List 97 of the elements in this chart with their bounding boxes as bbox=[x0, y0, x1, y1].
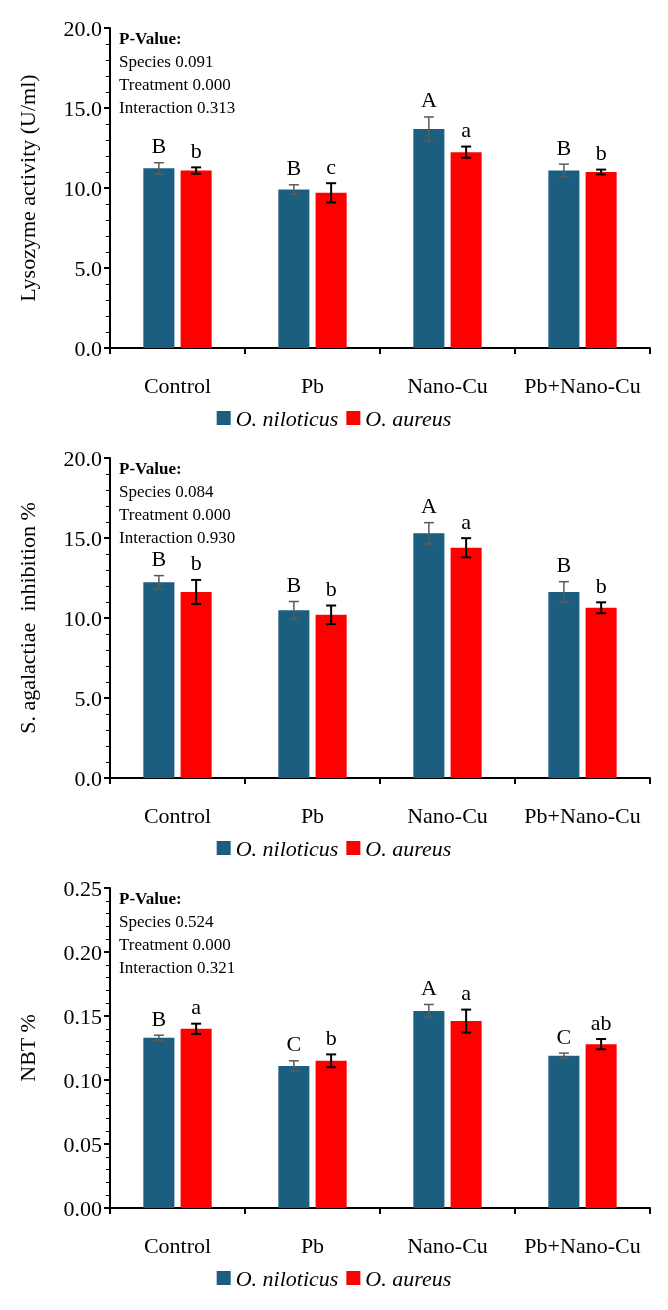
y-tick-label: 10.0 bbox=[63, 175, 102, 201]
data-label: B bbox=[556, 552, 572, 578]
annotation: Treatment 0.000 bbox=[119, 75, 231, 94]
bar bbox=[315, 192, 347, 348]
bar bbox=[413, 128, 445, 348]
data-label: B bbox=[151, 1005, 167, 1031]
bar bbox=[585, 607, 617, 778]
bar bbox=[180, 591, 212, 778]
annotation: Treatment 0.000 bbox=[119, 935, 231, 954]
x-tick-label: Pb+Nano-Cu bbox=[524, 1232, 641, 1258]
annotation: Treatment 0.000 bbox=[119, 505, 231, 524]
y-tick-label: 20.0 bbox=[63, 15, 102, 41]
y-tick-label: 5.0 bbox=[74, 685, 102, 711]
x-tick-label: Pb bbox=[300, 1232, 325, 1258]
x-tick-label: Nano-Cu bbox=[407, 802, 488, 828]
y-tick-label: 0.20 bbox=[63, 939, 102, 965]
bar bbox=[315, 1060, 347, 1208]
y-tick-label: 0.0 bbox=[74, 765, 102, 791]
data-label: B bbox=[286, 572, 302, 598]
y-tick-label: 0.25 bbox=[63, 875, 102, 901]
bar bbox=[548, 170, 580, 348]
y-tick-label: 20.0 bbox=[63, 445, 102, 471]
annotation: Species 0.091 bbox=[119, 52, 214, 71]
data-label: A bbox=[420, 493, 437, 519]
bar bbox=[278, 1065, 310, 1208]
bar bbox=[143, 582, 175, 778]
bar bbox=[180, 1028, 212, 1208]
y-tick-label: 15.0 bbox=[63, 95, 102, 121]
data-label: b bbox=[595, 572, 607, 598]
x-tick-label: Pb+Nano-Cu bbox=[524, 802, 641, 828]
x-tick-label: Pb+Nano-Cu bbox=[524, 372, 641, 398]
legend-label: O. niloticus bbox=[235, 835, 339, 861]
annotation: Interaction 0.321 bbox=[119, 958, 236, 977]
bar bbox=[450, 547, 482, 778]
data-label: b bbox=[325, 1024, 337, 1050]
bar bbox=[585, 1044, 617, 1208]
annotation: P-Value: bbox=[119, 29, 182, 48]
bar bbox=[413, 533, 445, 778]
data-label: b bbox=[190, 137, 202, 163]
legend-label: O. aureus bbox=[365, 1265, 452, 1291]
data-label: C bbox=[286, 1031, 302, 1057]
x-tick-label: Control bbox=[143, 372, 212, 398]
y-axis-title: NBT % bbox=[14, 1014, 40, 1082]
legend-label: O. niloticus bbox=[235, 1265, 339, 1291]
x-tick-label: Nano-Cu bbox=[407, 1232, 488, 1258]
data-label: a bbox=[191, 994, 202, 1020]
y-tick-label: 0.15 bbox=[63, 1003, 102, 1029]
data-label: a bbox=[461, 117, 472, 143]
y-tick-label: 0.10 bbox=[63, 1067, 102, 1093]
x-tick-label: Control bbox=[143, 802, 212, 828]
data-label: C bbox=[556, 1023, 572, 1049]
bar bbox=[450, 152, 482, 348]
annotation: Interaction 0.313 bbox=[119, 98, 236, 117]
data-label: A bbox=[420, 87, 437, 113]
data-label: ab bbox=[590, 1009, 612, 1035]
legend-label: O. aureus bbox=[365, 405, 452, 431]
data-label: c bbox=[326, 153, 337, 179]
data-label: A bbox=[420, 974, 437, 1000]
bar bbox=[180, 170, 212, 348]
bar bbox=[585, 172, 617, 348]
y-tick-label: 0.0 bbox=[74, 335, 102, 361]
annotation: Species 0.524 bbox=[119, 912, 214, 931]
data-label: a bbox=[461, 508, 472, 534]
bar bbox=[450, 1021, 482, 1208]
data-label: B bbox=[556, 134, 572, 160]
x-tick-label: Control bbox=[143, 1232, 212, 1258]
y-tick-label: 0.00 bbox=[63, 1195, 102, 1221]
bar bbox=[548, 591, 580, 778]
data-label: B bbox=[151, 133, 167, 159]
data-label: a bbox=[461, 980, 472, 1006]
bar bbox=[315, 614, 347, 778]
bar bbox=[143, 168, 175, 348]
x-tick-label: Pb bbox=[300, 802, 325, 828]
data-label: b bbox=[595, 140, 607, 166]
bar bbox=[413, 1010, 445, 1208]
annotation: P-Value: bbox=[119, 459, 182, 478]
x-tick-label: Nano-Cu bbox=[407, 372, 488, 398]
bar bbox=[548, 1055, 580, 1208]
legend-label: O. niloticus bbox=[235, 405, 339, 431]
y-axis-title: Lysozyme activity (U/ml) bbox=[14, 74, 40, 302]
y-tick-label: 10.0 bbox=[63, 605, 102, 631]
data-label: B bbox=[151, 546, 167, 572]
x-tick-label: Pb bbox=[300, 372, 325, 398]
y-axis-title: S. agalactiae inhibition % bbox=[14, 502, 40, 734]
annotation: Interaction 0.930 bbox=[119, 528, 236, 547]
data-label: b bbox=[190, 550, 202, 576]
data-label: B bbox=[286, 155, 302, 181]
annotation: Species 0.084 bbox=[119, 482, 214, 501]
y-tick-label: 15.0 bbox=[63, 525, 102, 551]
data-label: b bbox=[325, 576, 337, 602]
bar bbox=[143, 1037, 175, 1208]
annotation: P-Value: bbox=[119, 889, 182, 908]
bar bbox=[278, 610, 310, 778]
y-tick-label: 0.05 bbox=[63, 1131, 102, 1157]
bar bbox=[278, 189, 310, 348]
legend-label: O. aureus bbox=[365, 835, 452, 861]
y-tick-label: 5.0 bbox=[74, 255, 102, 281]
